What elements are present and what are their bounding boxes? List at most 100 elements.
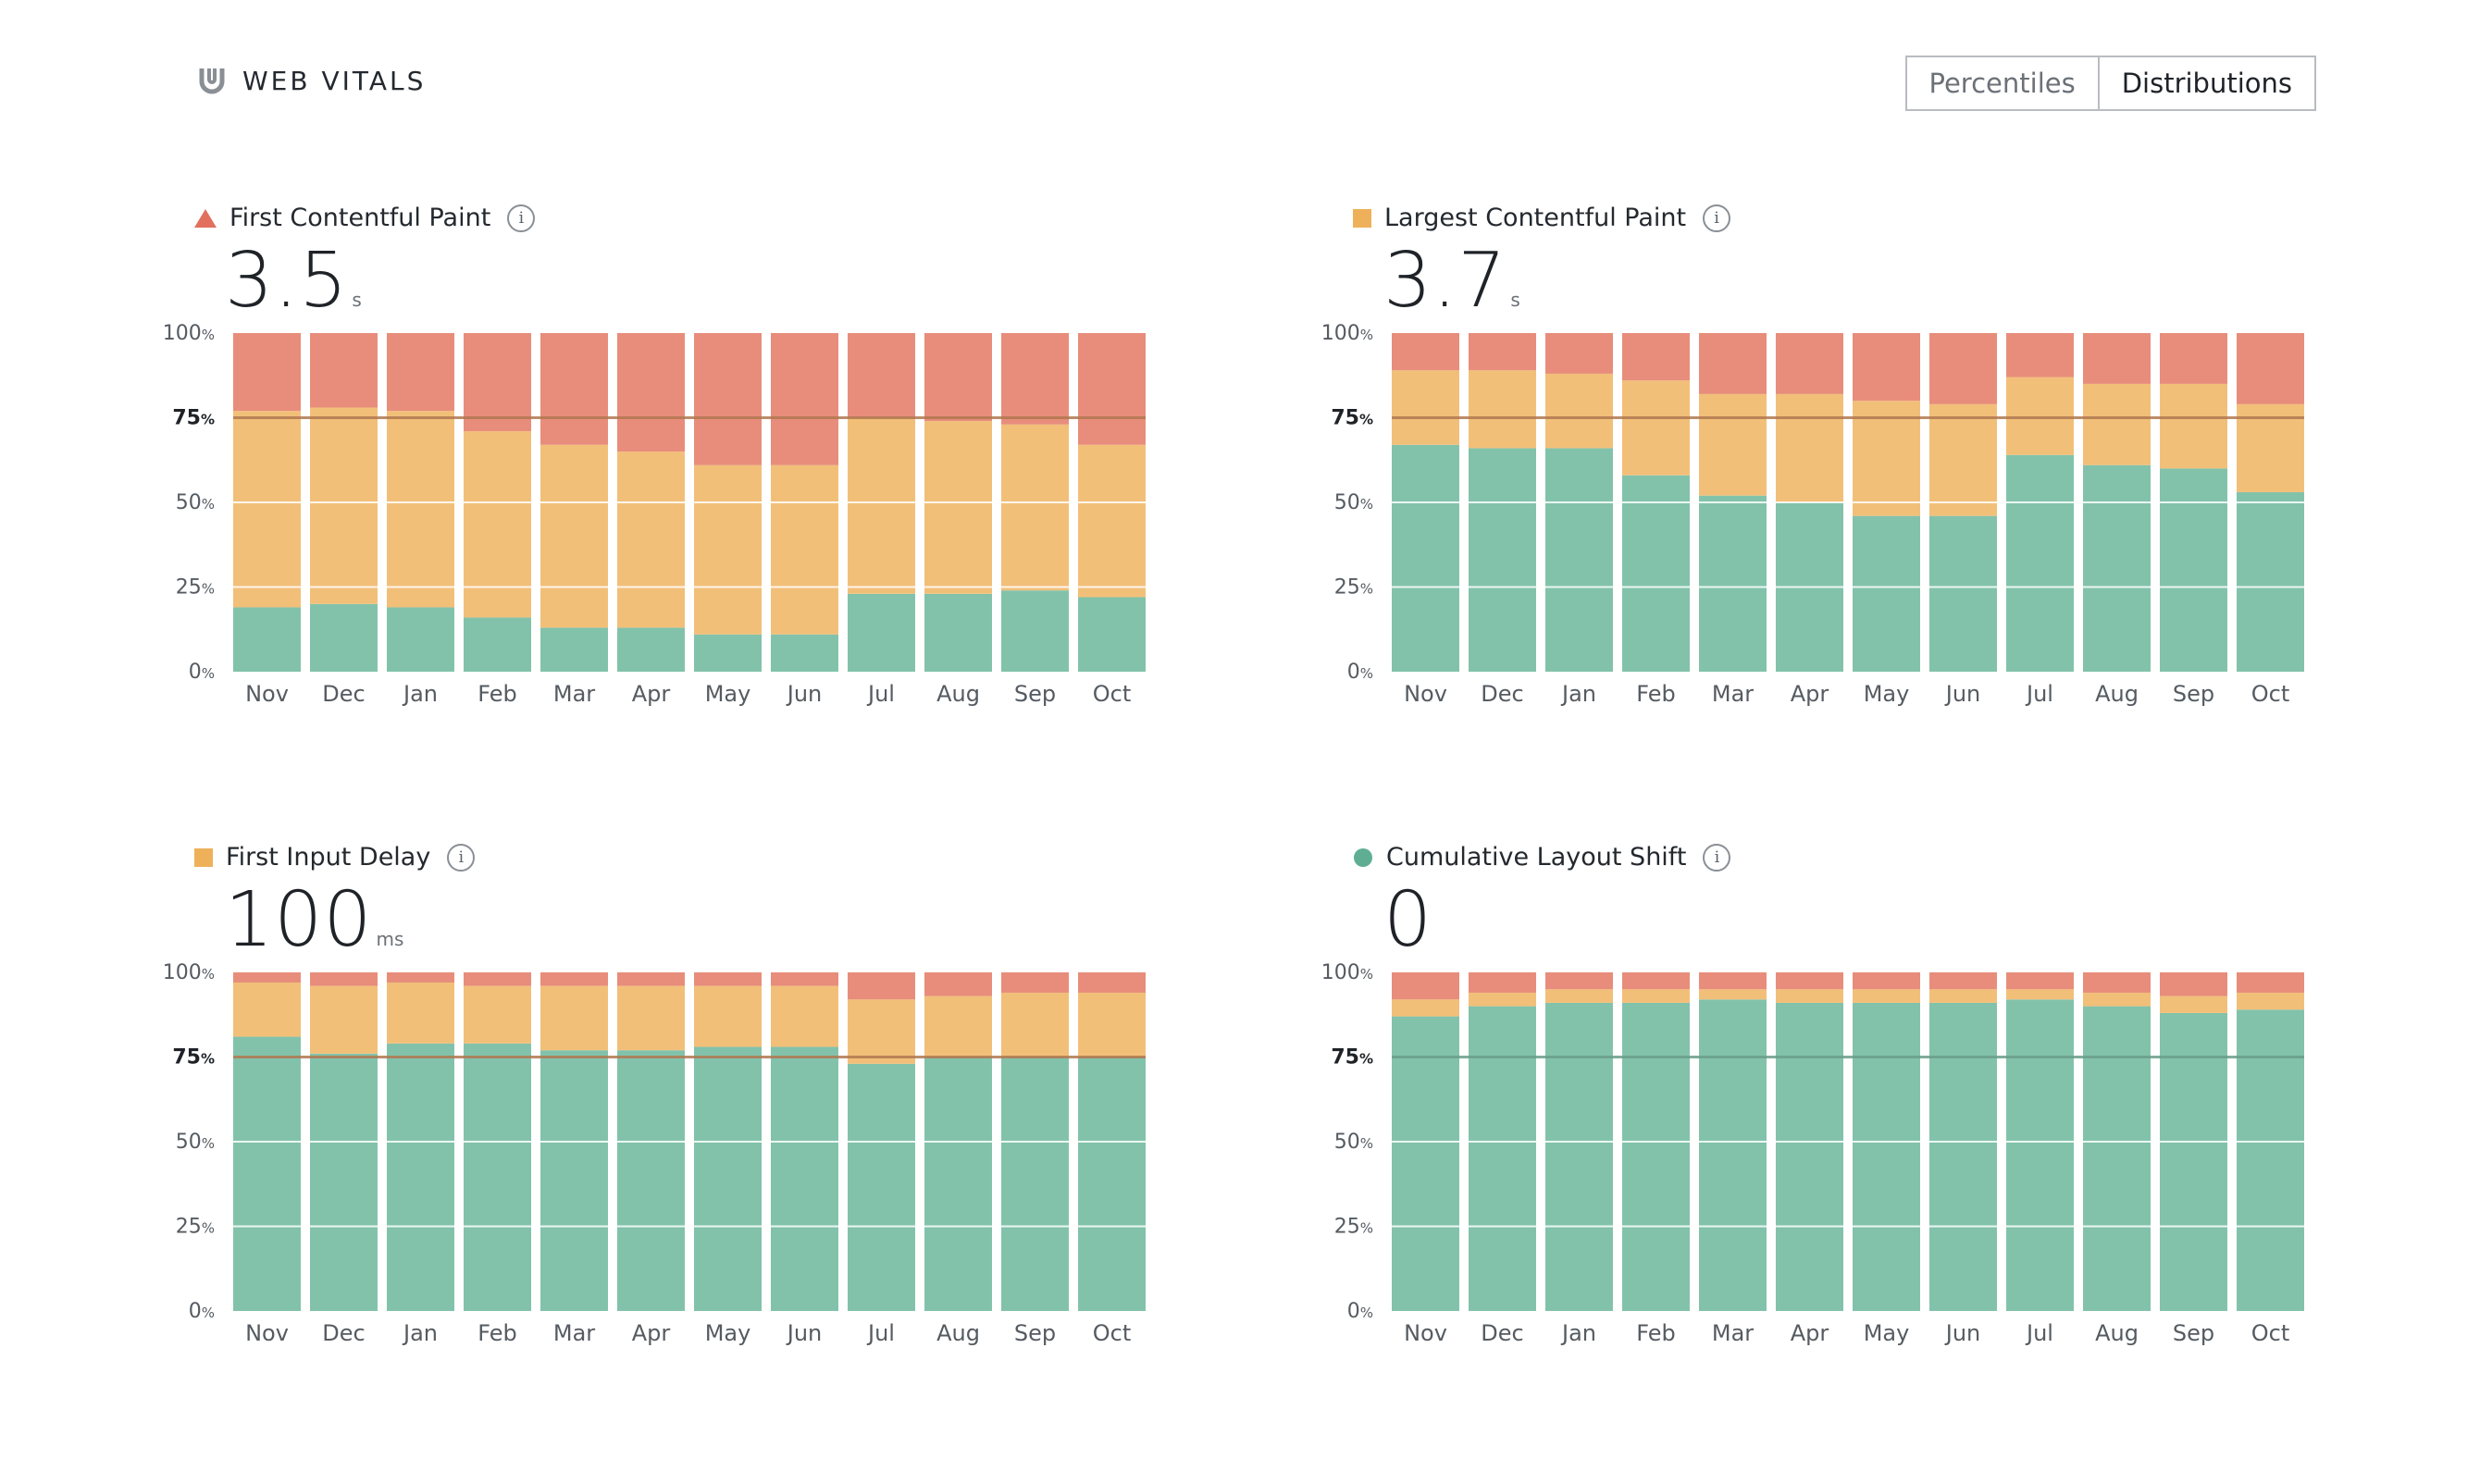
- cumulative-layout-shift-bar-feb-needs-improvement: [1622, 989, 1690, 1003]
- first-contentful-paint-bar-mar-poor: [540, 333, 608, 445]
- lcp-info-icon[interactable]: i: [1703, 204, 1731, 232]
- y-tick-label: 100%: [163, 961, 215, 984]
- x-tick-label: Apr: [1791, 1320, 1829, 1346]
- x-tick-label: Jun: [1944, 681, 1981, 707]
- cls-title-row: Cumulative Layout Shift i: [1353, 843, 1731, 872]
- cls-info-icon[interactable]: i: [1703, 843, 1731, 872]
- fcp-unit: s: [352, 289, 362, 311]
- largest-contentful-paint-bar-feb-poor: [1622, 333, 1690, 381]
- cumulative-layout-shift-bar-mar-good: [1699, 999, 1767, 1311]
- first-contentful-paint-bar-dec-poor: [310, 333, 378, 408]
- y-tick-label: 0%: [1347, 1300, 1373, 1323]
- first-contentful-paint-bar-sep-needs-improvement: [1001, 424, 1069, 591]
- cls-panel: Cumulative Layout Shift i 0 Nov Dec Jan Feb…: [1321, 837, 2352, 1392]
- cumulative-layout-shift-bar-aug-needs-improvement: [2083, 992, 2151, 1007]
- cumulative-layout-shift-bar-aug-poor: [2083, 972, 2151, 993]
- percentiles-button[interactable]: Percentiles: [1906, 57, 2098, 109]
- lcp-chart: Nov Dec Jan Feb Mar Apr May Jun Jul Aug Sep Oct 0% 25…: [1321, 322, 2304, 707]
- x-tick-label: Dec: [322, 1320, 365, 1346]
- largest-contentful-paint-bar-sep-good: [2160, 468, 2227, 672]
- cumulative-layout-shift-bar-jun-poor: [1929, 972, 1997, 990]
- largest-contentful-paint-bar-jul-poor: [2006, 333, 2074, 377]
- largest-contentful-paint-bar-jan-good: [1545, 448, 1613, 672]
- x-tick-label: Aug: [2095, 681, 2139, 707]
- x-tick-label: Oct: [1093, 681, 1132, 707]
- x-tick-label: Sep: [1014, 681, 1056, 707]
- poor-triangle-icon: [194, 208, 217, 228]
- fcp-info-icon[interactable]: i: [507, 204, 536, 232]
- first-contentful-paint-bar-nov-poor: [233, 333, 301, 412]
- x-tick-label: Nov: [1404, 681, 1447, 707]
- largest-contentful-paint-bar-may-poor: [1853, 333, 1920, 402]
- largest-contentful-paint-bar-jul-needs-improvement: [2006, 377, 2074, 455]
- cumulative-layout-shift-bar-nov-needs-improvement: [1392, 999, 1459, 1017]
- first-input-delay-bar-jan-good: [387, 1043, 454, 1311]
- lcp-panel: Largest Contentful Paint i 3.7 s Nov Dec J…: [1321, 198, 2352, 753]
- cumulative-layout-shift-bar-oct-good: [2237, 1009, 2304, 1311]
- cumulative-layout-shift-bar-sep-needs-improvement: [2160, 996, 2227, 1013]
- first-input-delay-bar-apr-needs-improvement: [617, 985, 685, 1051]
- first-contentful-paint-bar-mar-good: [540, 627, 608, 672]
- ni-square-icon: [1353, 208, 1371, 228]
- first-input-delay-bar-mar-poor: [540, 972, 608, 986]
- x-tick-label: Feb: [1636, 1320, 1676, 1346]
- first-contentful-paint-bar-feb-good: [464, 617, 531, 672]
- first-input-delay-bar-nov-poor: [233, 972, 301, 983]
- first-contentful-paint-bar-jan-needs-improvement: [387, 411, 454, 608]
- first-input-delay-bar-mar-needs-improvement: [540, 985, 608, 1051]
- first-contentful-paint-bar-nov-needs-improvement: [233, 411, 301, 608]
- y-tick-label: 0%: [189, 661, 215, 684]
- app-header: WEB VITALS: [196, 65, 426, 96]
- cumulative-layout-shift-bar-sep-good: [2160, 1012, 2227, 1311]
- first-input-delay-bar-mar-good: [540, 1050, 608, 1311]
- first-input-delay-bar-nov-good: [233, 1036, 301, 1311]
- first-input-delay-bar-oct-poor: [1078, 972, 1146, 993]
- x-tick-label: Apr: [632, 1320, 671, 1346]
- x-tick-label: Jan: [402, 681, 438, 707]
- fcp-panel: First Contentful Paint i 3.5 s Nov Dec Jan…: [163, 198, 1194, 753]
- first-input-delay-bar-dec-good: [310, 1053, 378, 1311]
- first-contentful-paint-bar-jun-poor: [771, 333, 838, 465]
- largest-contentful-paint-bar-sep-poor: [2160, 333, 2227, 384]
- first-input-delay-bar-jan-needs-improvement: [387, 982, 454, 1044]
- cumulative-layout-shift-bar-sep-poor: [2160, 972, 2227, 996]
- x-tick-label: Aug: [936, 1320, 980, 1346]
- fcp-value: 3.5: [225, 237, 349, 325]
- first-input-delay-bar-apr-poor: [617, 972, 685, 986]
- toggle-divider: [2097, 57, 2100, 109]
- largest-contentful-paint-bar-apr-poor: [1776, 333, 1843, 394]
- x-tick-label: Mar: [1712, 1320, 1754, 1346]
- x-tick-label: Mar: [1712, 681, 1754, 707]
- largest-contentful-paint-bar-nov-poor: [1392, 333, 1459, 371]
- largest-contentful-paint-bar-aug-needs-improvement: [2083, 383, 2151, 465]
- x-tick-label: May: [705, 681, 751, 707]
- x-tick-label: Jun: [1944, 1320, 1981, 1346]
- x-tick-label: Feb: [477, 1320, 517, 1346]
- first-contentful-paint-bar-oct-needs-improvement: [1078, 444, 1146, 598]
- largest-contentful-paint-bar-mar-poor: [1699, 333, 1767, 394]
- x-tick-label: Dec: [322, 681, 365, 707]
- fid-info-icon[interactable]: i: [447, 843, 476, 872]
- x-tick-label: May: [1864, 1320, 1910, 1346]
- lcp-value-row: 3.7 s: [1383, 237, 1520, 325]
- fid-title-row: First Input Delay i: [194, 843, 476, 872]
- first-input-delay-bar-jul-poor: [848, 972, 915, 1000]
- first-contentful-paint-bar-sep-good: [1001, 590, 1069, 672]
- largest-contentful-paint-bar-dec-needs-improvement: [1469, 370, 1536, 449]
- first-contentful-paint-bar-jul-needs-improvement: [848, 417, 915, 594]
- first-contentful-paint-bar-mar-needs-improvement: [540, 444, 608, 628]
- x-tick-label: Jan: [1560, 681, 1596, 707]
- y-tick-label: 25%: [176, 576, 215, 600]
- cumulative-layout-shift-bar-jul-good: [2006, 999, 2074, 1311]
- distributions-button[interactable]: Distributions: [2099, 57, 2314, 109]
- largest-contentful-paint-bar-may-needs-improvement: [1853, 401, 1920, 516]
- first-input-delay-bar-may-good: [694, 1046, 762, 1311]
- first-input-delay-bar-sep-poor: [1001, 972, 1069, 993]
- y-tick-label: 0%: [1347, 661, 1373, 684]
- x-tick-label: Jul: [2025, 1320, 2053, 1346]
- fcp-title: First Contentful Paint: [229, 204, 491, 232]
- view-toggle: Percentiles Distributions: [1904, 56, 2316, 111]
- x-tick-label: Feb: [477, 681, 517, 707]
- x-tick-label: Oct: [1093, 1320, 1132, 1346]
- cls-title: Cumulative Layout Shift: [1386, 843, 1687, 872]
